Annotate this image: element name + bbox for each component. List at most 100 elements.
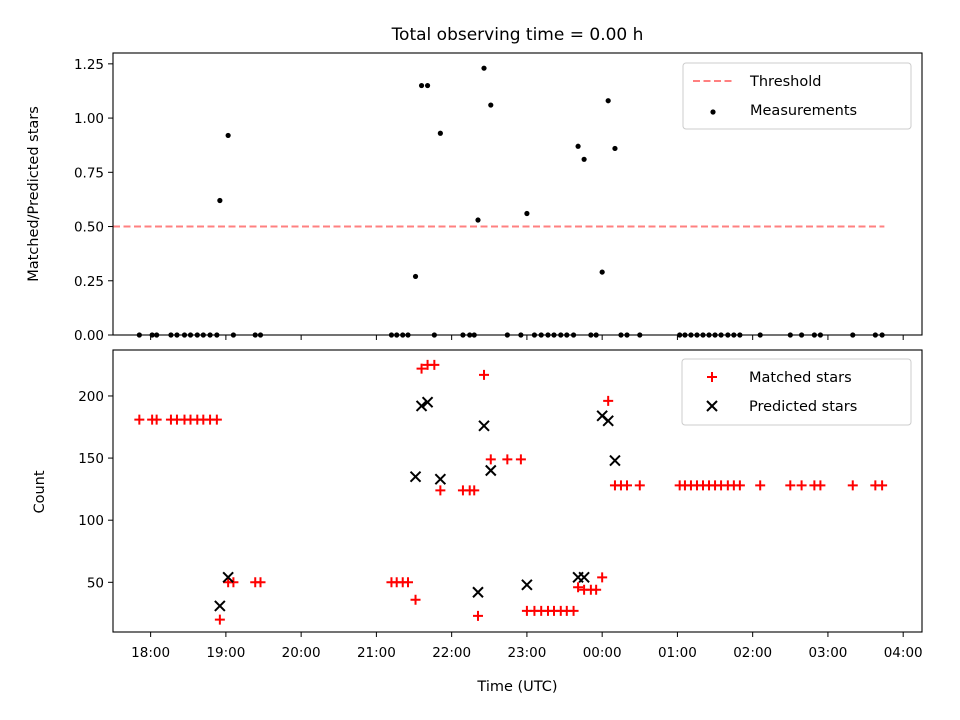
bottom-y-tick-label: 100	[78, 513, 104, 529]
matched-star-point	[502, 454, 513, 465]
top-chart-title: Total observing time = 0.00 h	[391, 25, 644, 45]
predicted-star-point	[472, 586, 484, 598]
predicted-star-point	[609, 454, 621, 467]
legend-label: Measurements	[750, 103, 857, 119]
matched-star-point	[403, 577, 414, 588]
matched-star-point	[472, 610, 483, 621]
predicted-star-point	[578, 571, 590, 584]
matched-star-point	[479, 369, 490, 380]
measurement-point	[424, 82, 431, 89]
matched-star-point	[429, 359, 440, 370]
measurement-point	[575, 143, 581, 149]
predicted-star-point	[415, 400, 428, 412]
bottom-y-tick-label: 150	[78, 451, 104, 467]
bottom-y-axis-title: Count	[32, 470, 48, 513]
measurement-point	[437, 130, 443, 136]
predicted-star-point	[485, 464, 497, 477]
bottom-y-tick-label: 200	[78, 389, 104, 405]
matched-star-point	[573, 582, 584, 593]
bottom-y-tick-label: 50	[87, 575, 104, 591]
matched-star-point	[877, 480, 888, 491]
measurement-point	[599, 269, 605, 275]
matched-star-point	[151, 414, 162, 425]
top-y-tick-label: 1.25	[74, 57, 104, 73]
matched-star-point	[634, 480, 645, 491]
top-y-tick-label: 0.50	[74, 220, 104, 236]
top-plot: 0.00 0.25 0.50 0.75 1.00 1.25 Threshold Measure…	[74, 52, 923, 344]
measurement-point	[225, 132, 231, 139]
legend-label: Matched stars	[749, 370, 852, 386]
predicted-star-point	[409, 471, 422, 483]
matched-star-point	[485, 454, 496, 465]
top-legend: Threshold Measurements	[682, 62, 912, 130]
legend-label: Threshold	[749, 74, 821, 90]
x-tick-label: 21:00	[357, 645, 396, 661]
legend-measurement-swatch	[710, 109, 716, 115]
x-tick-label: 01:00	[658, 645, 697, 661]
matched-star-point	[211, 414, 222, 425]
matched-star-point	[214, 614, 225, 625]
measurement-point	[475, 217, 481, 223]
matched-star-point	[410, 594, 421, 605]
matched-star-point	[228, 577, 239, 588]
legend-label: Predicted stars	[749, 399, 857, 415]
predicted-star-point	[222, 571, 234, 584]
x-tick-label: 04:00	[884, 645, 923, 661]
measurement-point	[488, 102, 494, 108]
predicted-star-point	[602, 415, 614, 427]
measurement-point	[418, 82, 425, 89]
measurement-point	[217, 197, 223, 204]
top-y-tick-label: 1.00	[74, 111, 104, 127]
matched-star-point	[515, 454, 526, 465]
matched-star-point	[621, 480, 632, 491]
matched-star-point	[255, 577, 266, 588]
matched-star-point	[603, 395, 614, 406]
matched-star-point	[796, 480, 807, 491]
predicted-star-point	[421, 396, 434, 408]
matched-star-point	[597, 572, 608, 583]
measurement-point	[412, 273, 419, 280]
top-y-tick-label: 0.25	[74, 274, 104, 290]
measurement-point	[581, 156, 587, 162]
bottom-plot: 18:00 19:00 20:00 21:00 22:00 23:00 00:00 01:00…	[78, 349, 923, 661]
legend-matched-swatch	[707, 372, 717, 382]
measurement-point	[605, 98, 611, 104]
top-series-0	[136, 65, 885, 338]
predicted-star-point	[434, 473, 447, 485]
predicted-star-point	[214, 600, 226, 612]
legend-box	[681, 358, 912, 426]
predicted-star-point	[521, 579, 533, 591]
matched-star-point	[847, 480, 858, 491]
legend-box	[682, 62, 912, 130]
top-y-tick-label: 0.75	[74, 165, 104, 181]
x-tick-label: 19:00	[206, 645, 245, 661]
matched-star-point	[435, 485, 446, 496]
matched-star-point	[416, 363, 427, 374]
matched-star-point	[134, 414, 145, 425]
matched-star-point	[755, 480, 766, 491]
bottom-series-1	[214, 396, 621, 612]
top-y-tick-label: 0.00	[74, 328, 104, 344]
matched-star-point	[591, 584, 602, 595]
x-axis-title: Time (UTC)	[476, 679, 557, 695]
measurement-point	[481, 65, 487, 71]
measurement-point	[612, 145, 618, 152]
top-axes-frame	[112, 52, 923, 336]
x-tick-label: 00:00	[583, 645, 622, 661]
x-tick-label: 03:00	[808, 645, 847, 661]
matched-star-point	[469, 485, 480, 496]
bottom-series-0	[134, 359, 888, 625]
predicted-star-point	[478, 420, 490, 432]
matched-star-point	[568, 605, 579, 616]
x-tick-label: 22:00	[432, 645, 471, 661]
matched-star-point	[785, 480, 796, 491]
x-tick-label: 23:00	[507, 645, 546, 661]
top-y-axis-title: Matched/Predicted stars	[26, 106, 42, 282]
x-tick-label: 18:00	[131, 645, 170, 661]
x-tick-label: 20:00	[282, 645, 321, 661]
legend-predicted-swatch	[706, 400, 718, 412]
matched-star-point	[734, 480, 745, 491]
x-tick-label: 02:00	[733, 645, 772, 661]
matched-star-point	[815, 480, 826, 491]
